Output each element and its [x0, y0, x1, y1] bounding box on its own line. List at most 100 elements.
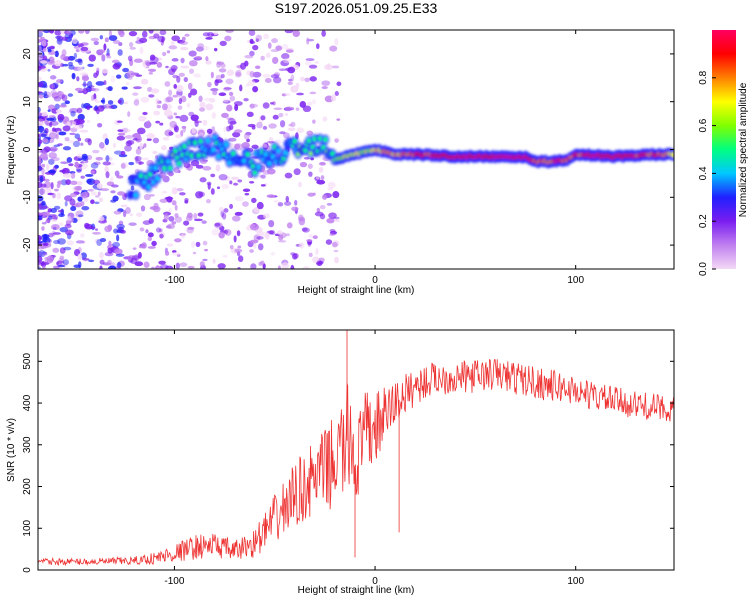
noise-blob [220, 73, 225, 79]
noise-blob [210, 71, 214, 79]
noise-blob [314, 60, 319, 64]
noise-blob [124, 144, 132, 152]
signal-core [173, 148, 178, 154]
noise-blob [116, 120, 123, 123]
noise-blob [68, 64, 75, 70]
noise-blob [64, 100, 70, 105]
noise-blob [130, 185, 135, 191]
signal-core [211, 147, 216, 153]
noise-blob [242, 188, 251, 193]
noise-blob [161, 36, 165, 43]
noise-blob [268, 123, 277, 129]
noise-blob [90, 170, 95, 175]
noise-blob [75, 240, 85, 244]
noise-blob [114, 248, 123, 255]
noise-blob [62, 259, 70, 266]
noise-blob [72, 140, 81, 148]
noise-blob [68, 139, 75, 144]
noise-blob [140, 205, 146, 212]
noise-blob [95, 194, 100, 198]
noise-blob [116, 261, 122, 269]
noise-blob [117, 132, 126, 136]
noise-blob [202, 119, 208, 126]
noise-blob [57, 209, 64, 213]
noise-blob [237, 255, 244, 263]
noise-blob [113, 228, 119, 234]
noise-blob [112, 241, 121, 248]
x-tick-label: 0 [372, 576, 378, 587]
noise-blob [79, 72, 89, 76]
noise-blob [327, 181, 336, 189]
noise-blob [66, 121, 71, 126]
noise-blob [38, 81, 44, 88]
noise-blob [166, 50, 171, 54]
noise-blob [71, 37, 78, 45]
noise-blob [309, 91, 317, 95]
noise-blob [333, 216, 340, 220]
noise-blob [107, 265, 117, 269]
noise-blob [51, 83, 56, 89]
noise-blob [234, 196, 244, 202]
noise-blob [326, 217, 335, 224]
noise-blob [328, 212, 337, 219]
noise-blob [126, 129, 131, 132]
noise-blob [142, 111, 148, 116]
noise-blob [77, 214, 84, 218]
noise-blob [103, 43, 107, 51]
signal-core [312, 136, 317, 142]
noise-blob [248, 30, 256, 36]
noise-blob [38, 215, 43, 220]
noise-blob [99, 259, 105, 265]
noise-blob [38, 125, 45, 133]
noise-blob [229, 180, 233, 185]
noise-blob [284, 113, 289, 117]
noise-blob [218, 173, 228, 181]
noise-blob [108, 105, 114, 109]
noise-blob [334, 219, 341, 222]
noise-blob [168, 45, 178, 50]
noise-blob [74, 161, 79, 169]
noise-blob [105, 155, 110, 162]
noise-blob [334, 38, 339, 46]
noise-blob [266, 194, 276, 198]
noise-blob [260, 184, 266, 187]
noise-blob [180, 46, 189, 51]
noise-blob [250, 263, 257, 269]
spectrogram-ylabel: Frequency (Hz) [6, 116, 17, 185]
noise-blob [149, 194, 155, 197]
noise-blob [104, 225, 112, 233]
noise-blob [193, 73, 201, 78]
noise-blob [53, 265, 60, 269]
noise-blob [220, 210, 225, 218]
noise-blob [164, 110, 173, 117]
noise-blob [302, 265, 310, 269]
noise-blob [212, 90, 218, 96]
noise-blob [59, 255, 65, 260]
noise-blob [263, 213, 270, 219]
noise-blob [187, 226, 195, 230]
noise-blob [38, 138, 43, 145]
noise-blob [253, 243, 257, 249]
noise-blob [117, 49, 123, 56]
noise-blob [271, 38, 278, 44]
noise-blob [231, 176, 239, 181]
noise-blob [49, 146, 58, 152]
x-tick-label: -100 [164, 275, 184, 286]
noise-blob [58, 213, 65, 218]
noise-blob [77, 137, 82, 142]
noise-blob [58, 222, 64, 226]
noise-blob [82, 87, 89, 95]
noise-blob [321, 86, 328, 90]
noise-blob [143, 261, 150, 269]
noise-blob [219, 40, 227, 47]
noise-blob [336, 81, 342, 87]
signal-core [153, 165, 158, 171]
noise-blob [322, 194, 328, 200]
noise-blob [316, 179, 326, 185]
noise-blob [171, 187, 178, 195]
noise-blob [267, 42, 272, 49]
x-tick-label: 0 [372, 275, 378, 286]
noise-blob [305, 58, 315, 62]
noise-blob [139, 142, 144, 150]
figure-title: S197.2026.051.09.25.E33 [275, 0, 438, 16]
